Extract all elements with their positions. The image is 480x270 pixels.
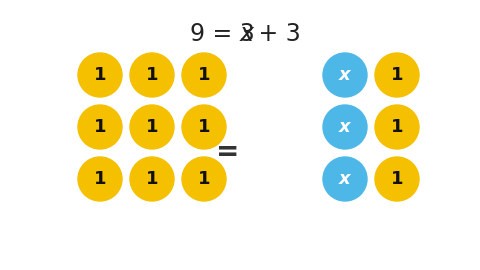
Circle shape bbox=[130, 105, 174, 149]
Text: 1: 1 bbox=[391, 170, 403, 188]
Text: 1: 1 bbox=[94, 66, 106, 84]
Circle shape bbox=[130, 53, 174, 97]
Text: 1: 1 bbox=[391, 66, 403, 84]
Text: x: x bbox=[339, 170, 351, 188]
Circle shape bbox=[323, 53, 367, 97]
Circle shape bbox=[182, 105, 226, 149]
Text: x: x bbox=[339, 118, 351, 136]
Circle shape bbox=[375, 53, 419, 97]
Circle shape bbox=[182, 157, 226, 201]
Text: 1: 1 bbox=[391, 118, 403, 136]
Text: 9 = 3: 9 = 3 bbox=[190, 22, 255, 46]
Text: 1: 1 bbox=[198, 118, 210, 136]
Circle shape bbox=[375, 105, 419, 149]
Text: 1: 1 bbox=[94, 118, 106, 136]
Circle shape bbox=[323, 157, 367, 201]
Circle shape bbox=[323, 105, 367, 149]
Text: x: x bbox=[240, 22, 254, 46]
Circle shape bbox=[182, 53, 226, 97]
Text: 1: 1 bbox=[146, 66, 158, 84]
Text: x: x bbox=[339, 66, 351, 84]
Text: 1: 1 bbox=[94, 170, 106, 188]
Circle shape bbox=[130, 157, 174, 201]
Circle shape bbox=[375, 157, 419, 201]
Text: 1: 1 bbox=[146, 170, 158, 188]
Text: + 3: + 3 bbox=[251, 22, 301, 46]
Text: 1: 1 bbox=[198, 170, 210, 188]
Text: 1: 1 bbox=[146, 118, 158, 136]
Text: 1: 1 bbox=[198, 66, 210, 84]
Circle shape bbox=[78, 53, 122, 97]
Circle shape bbox=[78, 105, 122, 149]
Circle shape bbox=[78, 157, 122, 201]
Text: =: = bbox=[216, 138, 240, 166]
